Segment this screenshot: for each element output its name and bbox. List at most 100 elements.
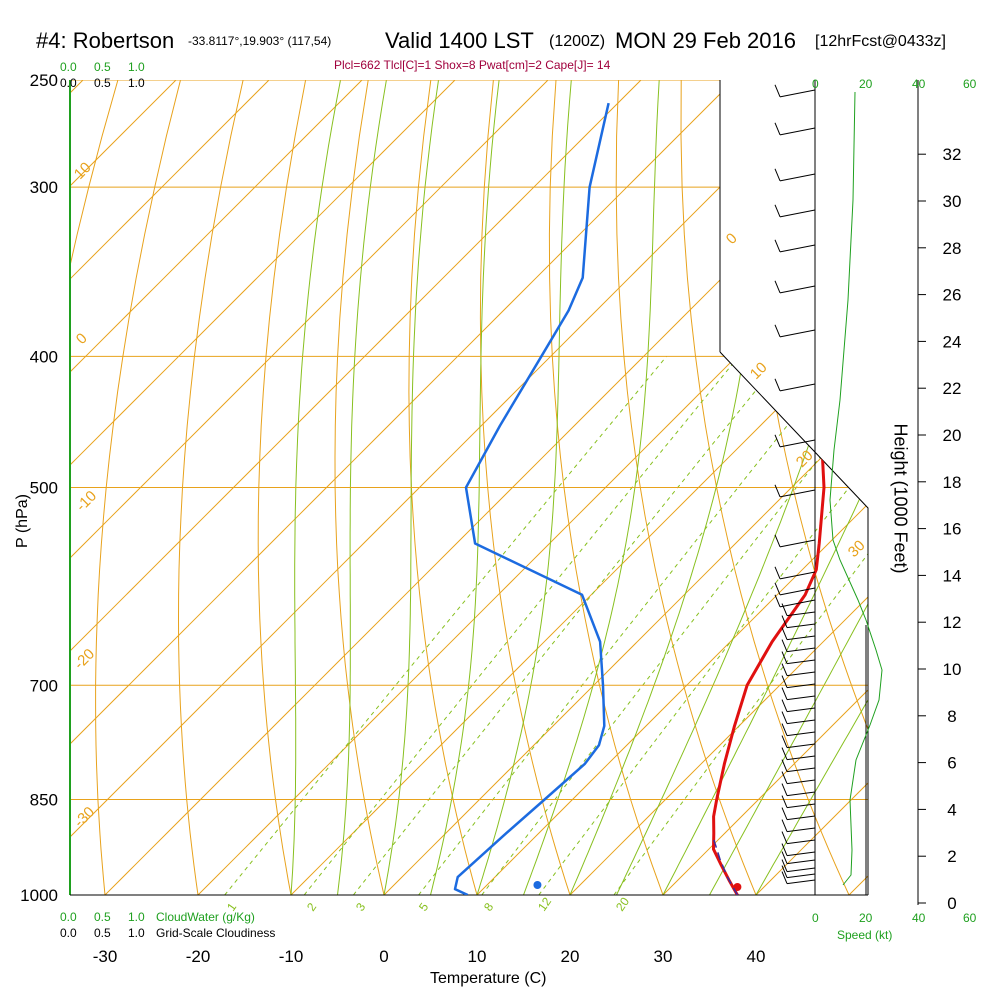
dry-adiabat-line xyxy=(548,80,664,895)
surface-dewpoint-marker xyxy=(533,881,542,889)
height-tick-label: 4 xyxy=(947,800,956,819)
wind-barb xyxy=(779,587,816,596)
pressure-tick-label: 700 xyxy=(30,676,58,695)
wind-barb-flag xyxy=(774,378,781,392)
wind-barb-flag xyxy=(781,747,788,760)
isotherm-line xyxy=(70,80,549,895)
height-tick-label: 16 xyxy=(943,520,962,539)
wind-barb xyxy=(786,779,816,785)
height-tick-label: 30 xyxy=(943,192,962,211)
stability-stats: Plcl=662 Tlcl[C]=1 Shox=8 Pwat[cm]=2 Cap… xyxy=(334,58,611,72)
wind-barb xyxy=(786,767,816,773)
wind-barb xyxy=(786,611,816,617)
utc-time: (1200Z) xyxy=(549,33,606,50)
wind-barb-flag xyxy=(781,859,788,872)
chart-header: #4: Robertson -33.8117°,19.903° (117,54)… xyxy=(0,0,1000,72)
wind-barb-flag xyxy=(781,795,788,808)
wind-barb-flag xyxy=(781,831,788,844)
cloud-scale-top: 0.0 0.5 1.0 0.0 0.5 1.0 xyxy=(60,60,145,90)
height-tick-label: 26 xyxy=(943,286,962,305)
dewpoint-profile-line xyxy=(453,102,610,895)
wind-barb-flag xyxy=(781,723,788,736)
dry-adiabat-line xyxy=(479,80,571,895)
moist-adiabat-line xyxy=(383,80,439,895)
wind-barb-flag xyxy=(774,534,781,548)
pressure-tick-label: 300 xyxy=(30,178,58,197)
moist-adiabat-line xyxy=(476,80,572,895)
wind-barb xyxy=(786,755,816,761)
height-tick-label: 14 xyxy=(943,566,962,585)
wind-barb xyxy=(779,571,816,580)
isotherm-line xyxy=(70,80,456,895)
wind-speed-line xyxy=(829,91,883,886)
height-tick-label: 8 xyxy=(947,707,956,726)
wind-boundary-line xyxy=(719,351,869,895)
height-tick-label: 32 xyxy=(943,145,962,164)
wind-barb-flag xyxy=(781,603,788,616)
wind-barb-flag xyxy=(781,615,788,628)
moist-adiabat-line xyxy=(337,80,387,895)
height-tick-label: 20 xyxy=(943,426,962,445)
dry-adiabat-line xyxy=(334,80,385,895)
isotherm-line xyxy=(70,80,735,895)
wind-barb-flag xyxy=(781,627,788,640)
isotherm-line xyxy=(476,80,868,895)
wind-barb xyxy=(786,647,816,653)
dry-adiabat-line xyxy=(408,80,478,895)
wind-barb xyxy=(779,599,816,608)
wind-barb-flag xyxy=(774,582,781,596)
pressure-tick-label: 400 xyxy=(30,347,58,366)
wind-barb-flag xyxy=(774,122,781,136)
temperature-tick-label: 40 xyxy=(747,947,766,966)
moist-adiabat-line xyxy=(662,80,868,895)
height-axis-label: Height (1000 Feet) xyxy=(890,423,911,574)
wind-barb-flag xyxy=(774,566,781,580)
moist-adiabat-line xyxy=(755,80,868,895)
pressure-tick-label: 1000 xyxy=(20,886,58,905)
wind-barb xyxy=(786,623,816,629)
wind-barb-flag xyxy=(781,735,788,748)
wind-speed-axis-bottom: 0 20 40 60 Speed (kt) xyxy=(812,911,977,942)
wind-barb xyxy=(786,873,816,879)
wind-barb-flag xyxy=(781,843,788,856)
cloudiness-legend: Grid-Scale Cloudiness xyxy=(156,926,276,940)
wind-barb-flag xyxy=(781,759,788,772)
height-tick-label: 18 xyxy=(943,473,962,492)
height-tick-label: 6 xyxy=(947,754,956,773)
pressure-tick-label: 850 xyxy=(30,790,58,809)
isotherm-line xyxy=(70,80,642,895)
wind-barb xyxy=(779,127,816,136)
wind-barb xyxy=(779,209,816,218)
height-tick-label: 0 xyxy=(947,894,956,913)
wind-barb-flag xyxy=(774,84,781,98)
height-tick-label: 12 xyxy=(943,613,962,632)
wind-barb xyxy=(786,659,816,665)
moist-adiabat-line xyxy=(709,80,868,895)
wind-speed-label: Speed (kt) xyxy=(837,928,893,942)
isotherm-line xyxy=(662,80,868,895)
wind-barb xyxy=(786,851,816,857)
wind-speed-axis-top: 0 20 40 60 xyxy=(812,77,977,91)
wind-barb-flag xyxy=(774,324,781,338)
wind-barb xyxy=(779,383,816,392)
height-tick-label: 2 xyxy=(947,847,956,866)
height-tick-label: 10 xyxy=(943,660,962,679)
parcel-path-line xyxy=(713,839,739,895)
wind-barb xyxy=(779,489,816,498)
wind-barb xyxy=(786,635,816,641)
wind-barb-flag xyxy=(774,280,781,294)
temperature-tick-label: -10 xyxy=(279,947,304,966)
moist-adiabat-line xyxy=(290,80,341,895)
wind-barb xyxy=(786,867,816,873)
wind-barb-flag xyxy=(774,168,781,182)
dry-adiabat-line xyxy=(177,80,244,895)
station-coords: -33.8117°,19.903° (117,54) xyxy=(188,34,332,48)
dry-adiabat-line xyxy=(257,80,307,895)
wind-barb-flag xyxy=(774,434,781,448)
moist-adiabat-line xyxy=(523,80,660,895)
wind-barb xyxy=(779,439,816,448)
wind-barb xyxy=(779,89,816,98)
wind-barb xyxy=(779,173,816,182)
temperature-tick-label: 30 xyxy=(654,947,673,966)
